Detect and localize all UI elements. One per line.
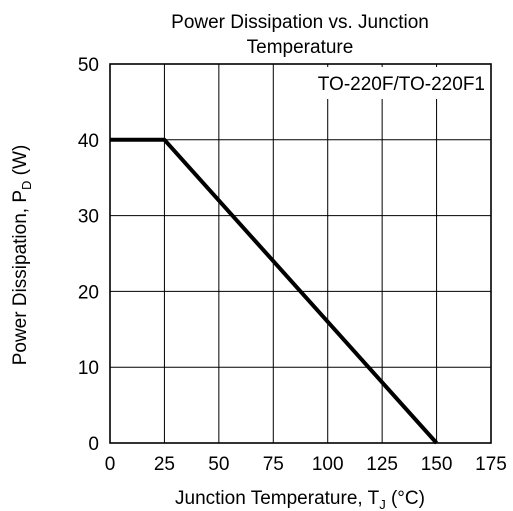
x-tick-label: 150	[421, 454, 453, 475]
y-tick-label: 20	[78, 282, 99, 303]
y-axis-label: Power Dissipation, PD (W)	[10, 145, 34, 366]
y-axis-label-subscript: D	[19, 181, 34, 190]
x-tick-label: 175	[475, 454, 507, 475]
x-axis-label-main: Junction Temperature, T	[175, 488, 380, 509]
x-tick-label: 75	[263, 454, 284, 475]
x-axis-label-unit: (°C)	[386, 488, 425, 509]
y-tick-label: 50	[78, 55, 99, 76]
tick-labels: 0 25 50 75 100 125 150 175 0 10 20 30 40 50	[78, 55, 507, 475]
annotation-box	[279, 67, 489, 99]
y-axis-label-main: Power Dissipation, P	[10, 190, 31, 365]
x-tick-label: 0	[105, 454, 116, 475]
y-tick-label: 40	[78, 131, 99, 152]
y-tick-label: 30	[78, 207, 99, 228]
x-tick-label: 25	[154, 454, 175, 475]
series-line	[110, 137, 439, 445]
chart-title-line-2: Temperature	[247, 37, 354, 58]
y-tick-label: 0	[88, 434, 99, 455]
x-axis-label: Junction Temperature, TJ (°C)	[175, 488, 425, 511]
series-layer	[110, 137, 439, 445]
x-tick-label: 100	[312, 454, 344, 475]
x-tick-label: 125	[366, 454, 398, 475]
y-tick-label: 10	[78, 358, 99, 379]
annotation-label: TO-220F/TO-220F1	[318, 74, 485, 95]
grid	[109, 63, 492, 444]
plot-frame	[109, 63, 492, 444]
x-tick-label: 50	[208, 454, 229, 475]
y-axis-label-unit: (W)	[10, 145, 31, 181]
x-axis-label-subscript: J	[379, 497, 386, 511]
chart-title-line-1: Power Dissipation vs. Junction	[171, 12, 429, 33]
